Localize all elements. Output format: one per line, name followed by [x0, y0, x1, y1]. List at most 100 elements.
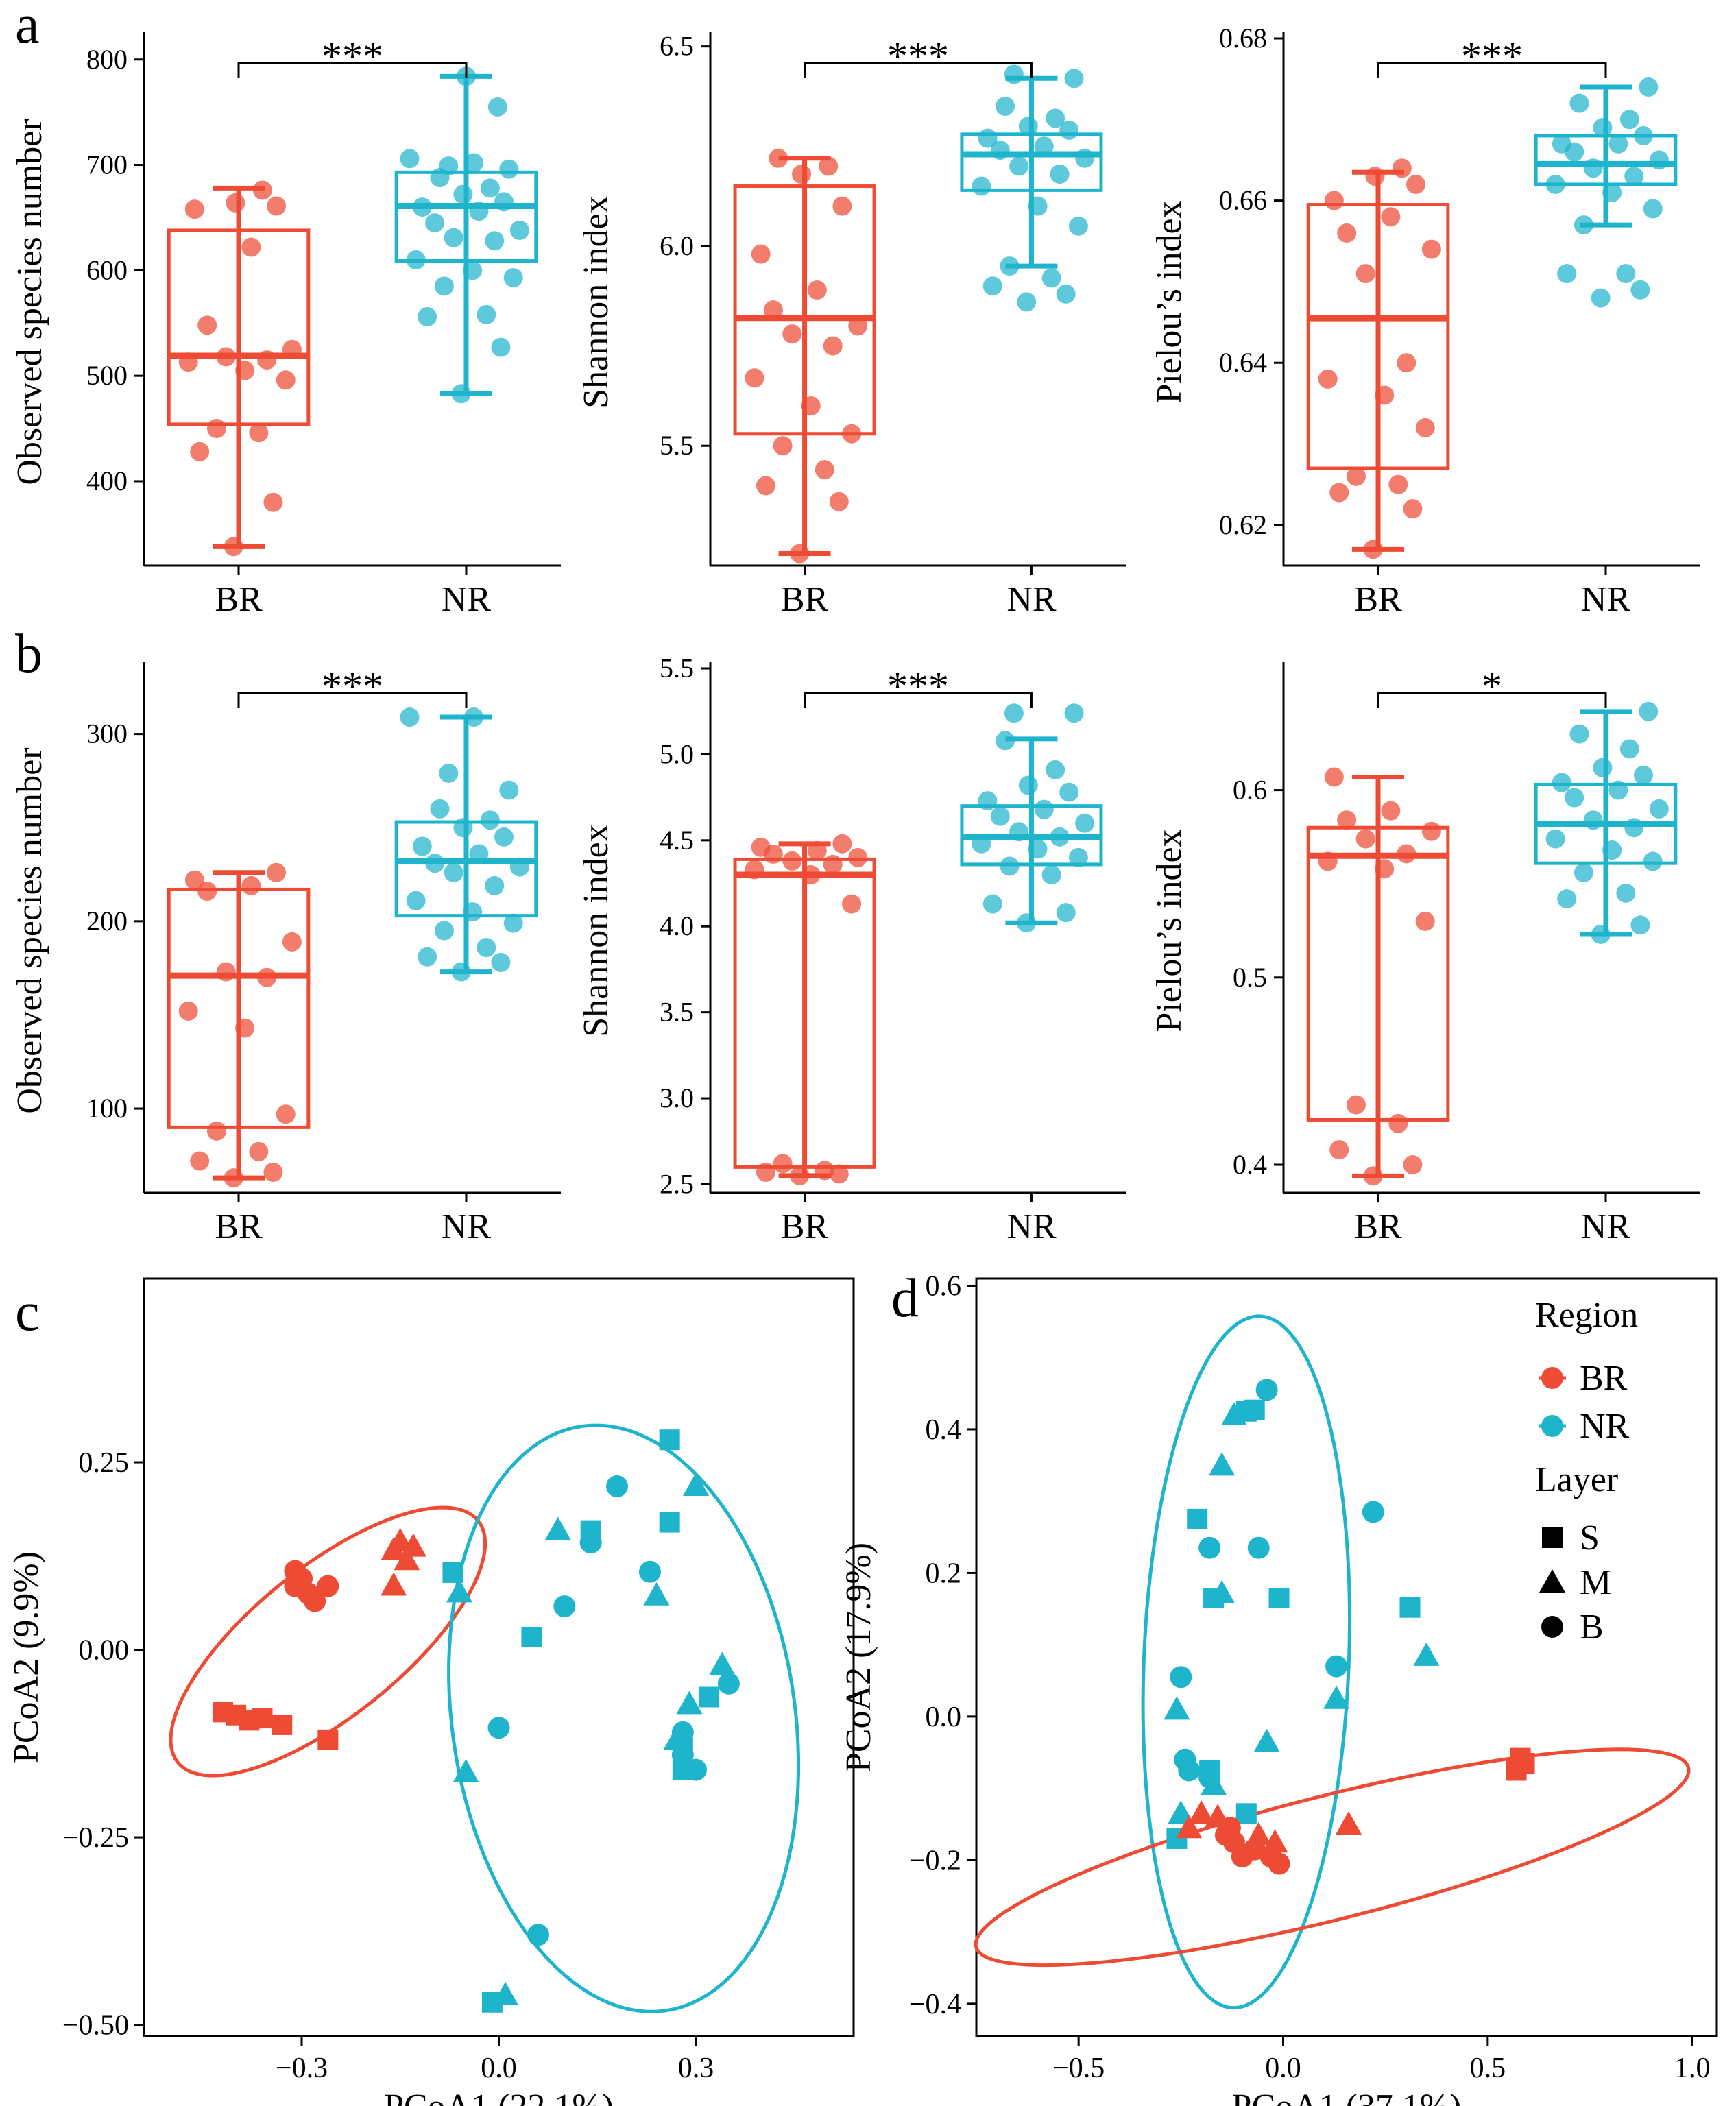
confidence-ellipse-br — [974, 1747, 1691, 1968]
legend-region-title: Region — [1535, 1296, 1638, 1335]
data-point — [1075, 148, 1095, 168]
data-point — [1593, 758, 1613, 777]
box-rect — [733, 184, 876, 436]
x-axis-label: PCoA1 (37.1%) — [1231, 2087, 1461, 2106]
data-point — [1643, 851, 1663, 871]
data-point — [1619, 110, 1639, 130]
data-point — [480, 810, 500, 830]
data-point — [400, 149, 420, 169]
data-point — [249, 1141, 269, 1161]
data-point — [1056, 903, 1076, 923]
marker-circle — [1268, 1852, 1290, 1875]
series-br-s — [213, 1702, 339, 1750]
data-point — [241, 237, 261, 257]
significance-stars: *** — [1461, 34, 1523, 79]
marker-square — [1187, 1508, 1208, 1529]
data-point — [1028, 196, 1048, 216]
marker-circle — [1541, 1616, 1563, 1638]
data-point — [1329, 1140, 1349, 1160]
data-point — [178, 1001, 198, 1021]
confidence-ellipse-br — [169, 1505, 487, 1778]
data-point — [1346, 466, 1366, 486]
box-plot-b-5: 2.5 3.0 3.5 4.0 4.5 5.0 5.5 Shannon index BR NR **… — [577, 653, 1126, 1246]
box-br — [167, 180, 311, 557]
plot-frame — [143, 1277, 855, 2037]
data-point — [1355, 829, 1375, 849]
data-point — [1041, 268, 1061, 288]
data-point — [257, 350, 277, 370]
data-point — [1630, 915, 1650, 935]
data-point — [1608, 780, 1628, 800]
data-point — [1009, 822, 1029, 842]
legend-dot — [1541, 1415, 1563, 1437]
y-tick-label: 2.5 — [660, 1168, 694, 1199]
x-tick-label: 1.0 — [1674, 2053, 1711, 2084]
data-point — [1403, 499, 1423, 519]
marker-square — [659, 1512, 680, 1533]
marker-square — [1542, 1527, 1563, 1548]
data-point — [829, 1164, 849, 1184]
data-point — [1363, 540, 1383, 559]
y-tick-label: −0.50 — [62, 2010, 129, 2042]
marker-triangle — [1176, 1815, 1203, 1839]
marker-triangle — [1188, 1800, 1215, 1824]
data-point — [1639, 77, 1659, 97]
x-tick-label-nr: NR — [1581, 1207, 1631, 1246]
legend-layer-item-s: S — [1580, 1518, 1600, 1558]
data-point — [434, 921, 454, 941]
data-point — [197, 882, 217, 901]
data-point — [485, 875, 505, 895]
data-point — [751, 244, 771, 264]
data-point — [494, 192, 514, 212]
x-tick-label: 0.3 — [678, 2053, 714, 2084]
marker-triangle — [1164, 1696, 1190, 1720]
data-point — [1630, 280, 1650, 300]
box-rect — [733, 857, 876, 1169]
data-point — [503, 268, 523, 288]
data-point — [1415, 417, 1435, 437]
data-point — [1616, 264, 1636, 284]
data-point — [1337, 223, 1357, 243]
legend-layer-title: Layer — [1535, 1460, 1618, 1499]
y-axis-label: PCoA2 (9.9%) — [7, 1551, 46, 1763]
data-point — [1397, 353, 1416, 373]
data-point — [1624, 167, 1644, 186]
series-nr-b — [487, 1475, 740, 1946]
marker-triangle — [1413, 1642, 1440, 1666]
marker-triangle — [453, 1758, 479, 1782]
marker-square — [1244, 1399, 1265, 1420]
data-point — [178, 352, 198, 372]
data-point — [1639, 701, 1659, 721]
pcoa-plot-d: −0.5 0.0 0.5 1.0 −0.4 −0.2 0.0 0.2 0.4 0.6 PCoA1 (… — [839, 1270, 1718, 2106]
data-point — [1046, 760, 1065, 779]
x-tick-label-br: BR — [215, 1207, 263, 1246]
y-axis-label: PCoA2 (17.9%) — [839, 1542, 878, 1772]
data-point — [819, 156, 839, 176]
marker-triangle — [643, 1582, 670, 1606]
data-point — [487, 97, 507, 117]
data-point — [790, 1165, 810, 1185]
data-point — [1545, 174, 1565, 194]
marker-circle — [1255, 1379, 1278, 1401]
box-rect — [167, 887, 311, 1129]
data-point — [400, 707, 420, 727]
y-tick-label: 4.0 — [660, 910, 694, 941]
data-point — [1004, 703, 1024, 723]
data-point — [491, 952, 511, 972]
data-point — [1056, 284, 1076, 304]
data-point — [829, 492, 849, 511]
data-point — [791, 165, 811, 184]
data-point — [1381, 207, 1401, 227]
x-axis-label: PCoA1 (22.1%) — [384, 2087, 614, 2106]
marker-square — [521, 1626, 542, 1647]
data-point — [1403, 1155, 1423, 1175]
data-point — [1552, 773, 1571, 792]
marker-triangle — [676, 1691, 703, 1715]
data-point — [453, 818, 473, 838]
marker-square — [1514, 1752, 1535, 1774]
y-tick-label: 0.64 — [1219, 347, 1267, 378]
significance-stars: * — [1482, 664, 1502, 709]
data-point — [1545, 829, 1565, 849]
data-point — [267, 196, 287, 216]
